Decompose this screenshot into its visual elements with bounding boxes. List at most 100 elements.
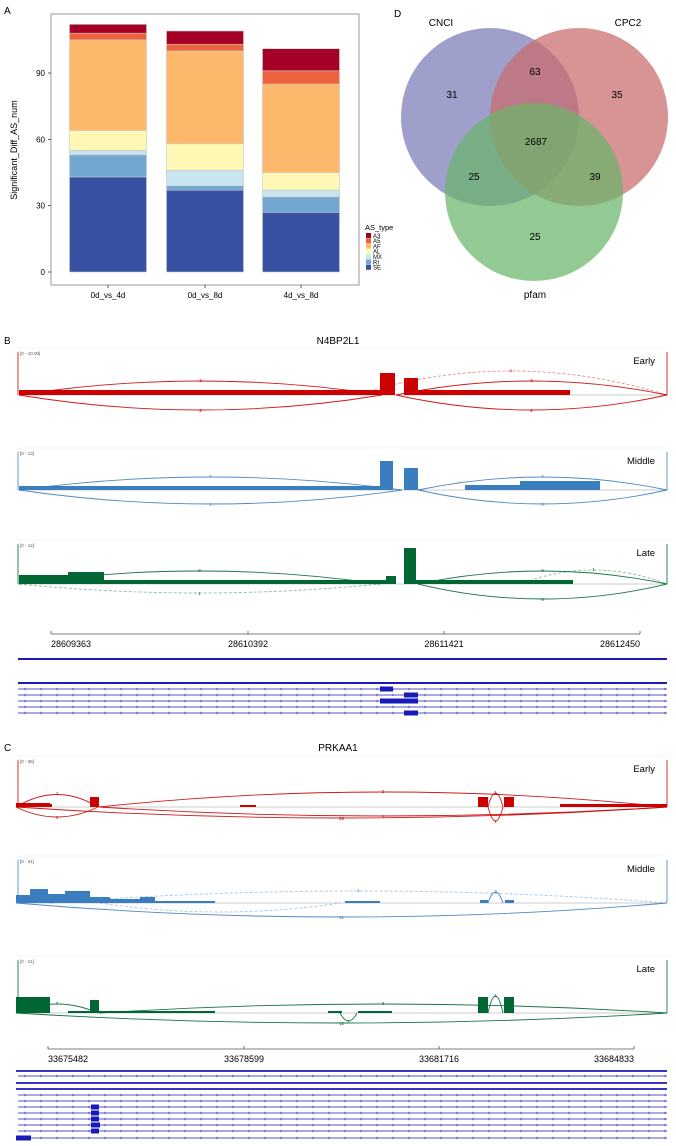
track-range-label: [0 - 36]	[20, 759, 34, 764]
coverage-bar	[68, 572, 104, 584]
junction-arc	[18, 570, 381, 585]
junction-count: 3	[199, 378, 202, 383]
transcript-models	[18, 658, 667, 716]
legend-swatch-af	[366, 243, 371, 249]
x-tick-label: 0d_vs_8d	[188, 291, 223, 300]
axis-tick-label: 28610392	[228, 639, 268, 649]
bar-segment-al	[262, 172, 340, 191]
junction-count: 1	[494, 819, 497, 824]
coverage-bar	[380, 461, 393, 490]
junction-arc	[487, 891, 504, 904]
bar-segment-se	[69, 176, 147, 273]
track-range-label: [0 - 13]	[20, 451, 34, 456]
sashimi-plot-n4bp2l1: N4BP2L1 [0 - 10.00] Early 3 2 3 2 1 [0 - 13] Mid…	[17, 336, 668, 716]
coverage-bar	[65, 891, 90, 903]
y-tick-label: 0	[41, 268, 46, 277]
bar-segment-al	[166, 143, 244, 171]
bar-group	[69, 24, 340, 273]
axis-tick-label: 28612450	[600, 639, 640, 649]
coverage-bar	[480, 900, 488, 903]
coverage-bar	[110, 899, 140, 903]
legend-title: AS_type	[365, 223, 393, 232]
junction-count: 2	[494, 889, 497, 894]
junction-arc	[49, 890, 668, 904]
junction-count: 8	[541, 597, 544, 602]
junction-count: 12	[339, 1021, 345, 1026]
track-range-label: [0 - 12]	[20, 543, 34, 548]
legend-label: A3	[373, 234, 381, 240]
venn-diagram: CNCI CPC2 pfam 31 35 25 63 25 39 2687	[401, 18, 668, 301]
stacked-bar-chart: 0 30 60 90 0d_vs_4d 0d_vs_8d 4d_vs_8d Signifi…	[9, 13, 393, 300]
junction-arc	[417, 583, 668, 600]
coverage-bar	[19, 390, 380, 395]
y-tick-label: 60	[36, 135, 45, 144]
junction-count: 1	[198, 591, 201, 596]
junction-count: 1	[494, 790, 497, 795]
junction-count: 31	[339, 915, 345, 920]
exon-block	[91, 1122, 100, 1128]
legend-swatch-ri	[366, 259, 371, 265]
junction-arc	[487, 995, 504, 1014]
bar-segment-mx	[262, 189, 340, 198]
junction-count: 36	[339, 816, 345, 821]
genomic-axis: 33675482 33678599 33681716 33684833	[47, 1046, 635, 1064]
junction-arc	[15, 1003, 99, 1014]
junction-count: 1	[510, 368, 513, 373]
venn-region-value: 35	[611, 90, 623, 101]
legend-swatch-al	[366, 248, 371, 254]
coverage-track-early: [0 - 36] Early 7 1 2 1 36 1 1	[15, 755, 668, 824]
bar-segment-mx	[69, 150, 147, 156]
coverage-bar	[90, 797, 99, 807]
track-name-label: Middle	[627, 456, 655, 467]
venn-region-value: 25	[529, 232, 541, 243]
x-tick-label: 0d_vs_4d	[91, 291, 126, 300]
exon-block	[91, 1116, 99, 1122]
junction-count: 1	[357, 888, 360, 893]
legend-label: AL	[373, 250, 381, 256]
junction-count: 7	[56, 792, 59, 797]
coverage-bar	[90, 1000, 99, 1013]
junction-count: 1	[209, 502, 212, 507]
coverage-bar	[240, 805, 256, 807]
transcript-models	[16, 1070, 667, 1141]
exon-block	[380, 698, 418, 704]
coverage-bar	[140, 897, 155, 903]
coverage-bar	[50, 804, 52, 807]
bar-segment-ri	[69, 154, 147, 178]
junction-count: 1	[494, 993, 497, 998]
x-tick-label: 4d_vs_8d	[284, 291, 319, 300]
junction-arc	[18, 489, 403, 505]
track-name-label: Late	[637, 548, 656, 559]
track-range-label: [0 - 10.00]	[20, 351, 40, 356]
bar-segment-a3	[69, 24, 147, 34]
coverage-bar	[386, 576, 396, 584]
bar-segment-mx	[166, 169, 244, 187]
panel-label-a: A	[4, 6, 11, 17]
coverage-bar	[155, 901, 215, 903]
coverage-bar	[68, 1011, 90, 1013]
exon-block	[91, 1128, 99, 1134]
junction-count: 2	[199, 408, 202, 413]
junction-count: 3	[530, 378, 533, 383]
coverage-bar	[404, 468, 418, 490]
venn-set-label: CNCI	[429, 18, 453, 29]
legend-label: MX	[373, 255, 382, 261]
axis-tick-label: 33681716	[419, 1054, 459, 1064]
coverage-bar	[104, 580, 390, 584]
axis-tick-label: 33675482	[48, 1054, 88, 1064]
venn-region-value: 25	[468, 172, 480, 183]
bar-segment-a5	[69, 32, 147, 41]
junction-arc	[395, 394, 668, 411]
junction-arc	[18, 380, 383, 396]
coverage-bar	[504, 997, 514, 1013]
exon-block	[380, 686, 393, 692]
junction-arc	[519, 569, 668, 585]
axis-tick-label: 28611421	[424, 639, 463, 649]
exon-block	[404, 710, 418, 716]
coverage-bar	[345, 901, 380, 903]
coverage-track-middle: [0 - 13] Middle 7 1 7 5	[17, 447, 668, 507]
